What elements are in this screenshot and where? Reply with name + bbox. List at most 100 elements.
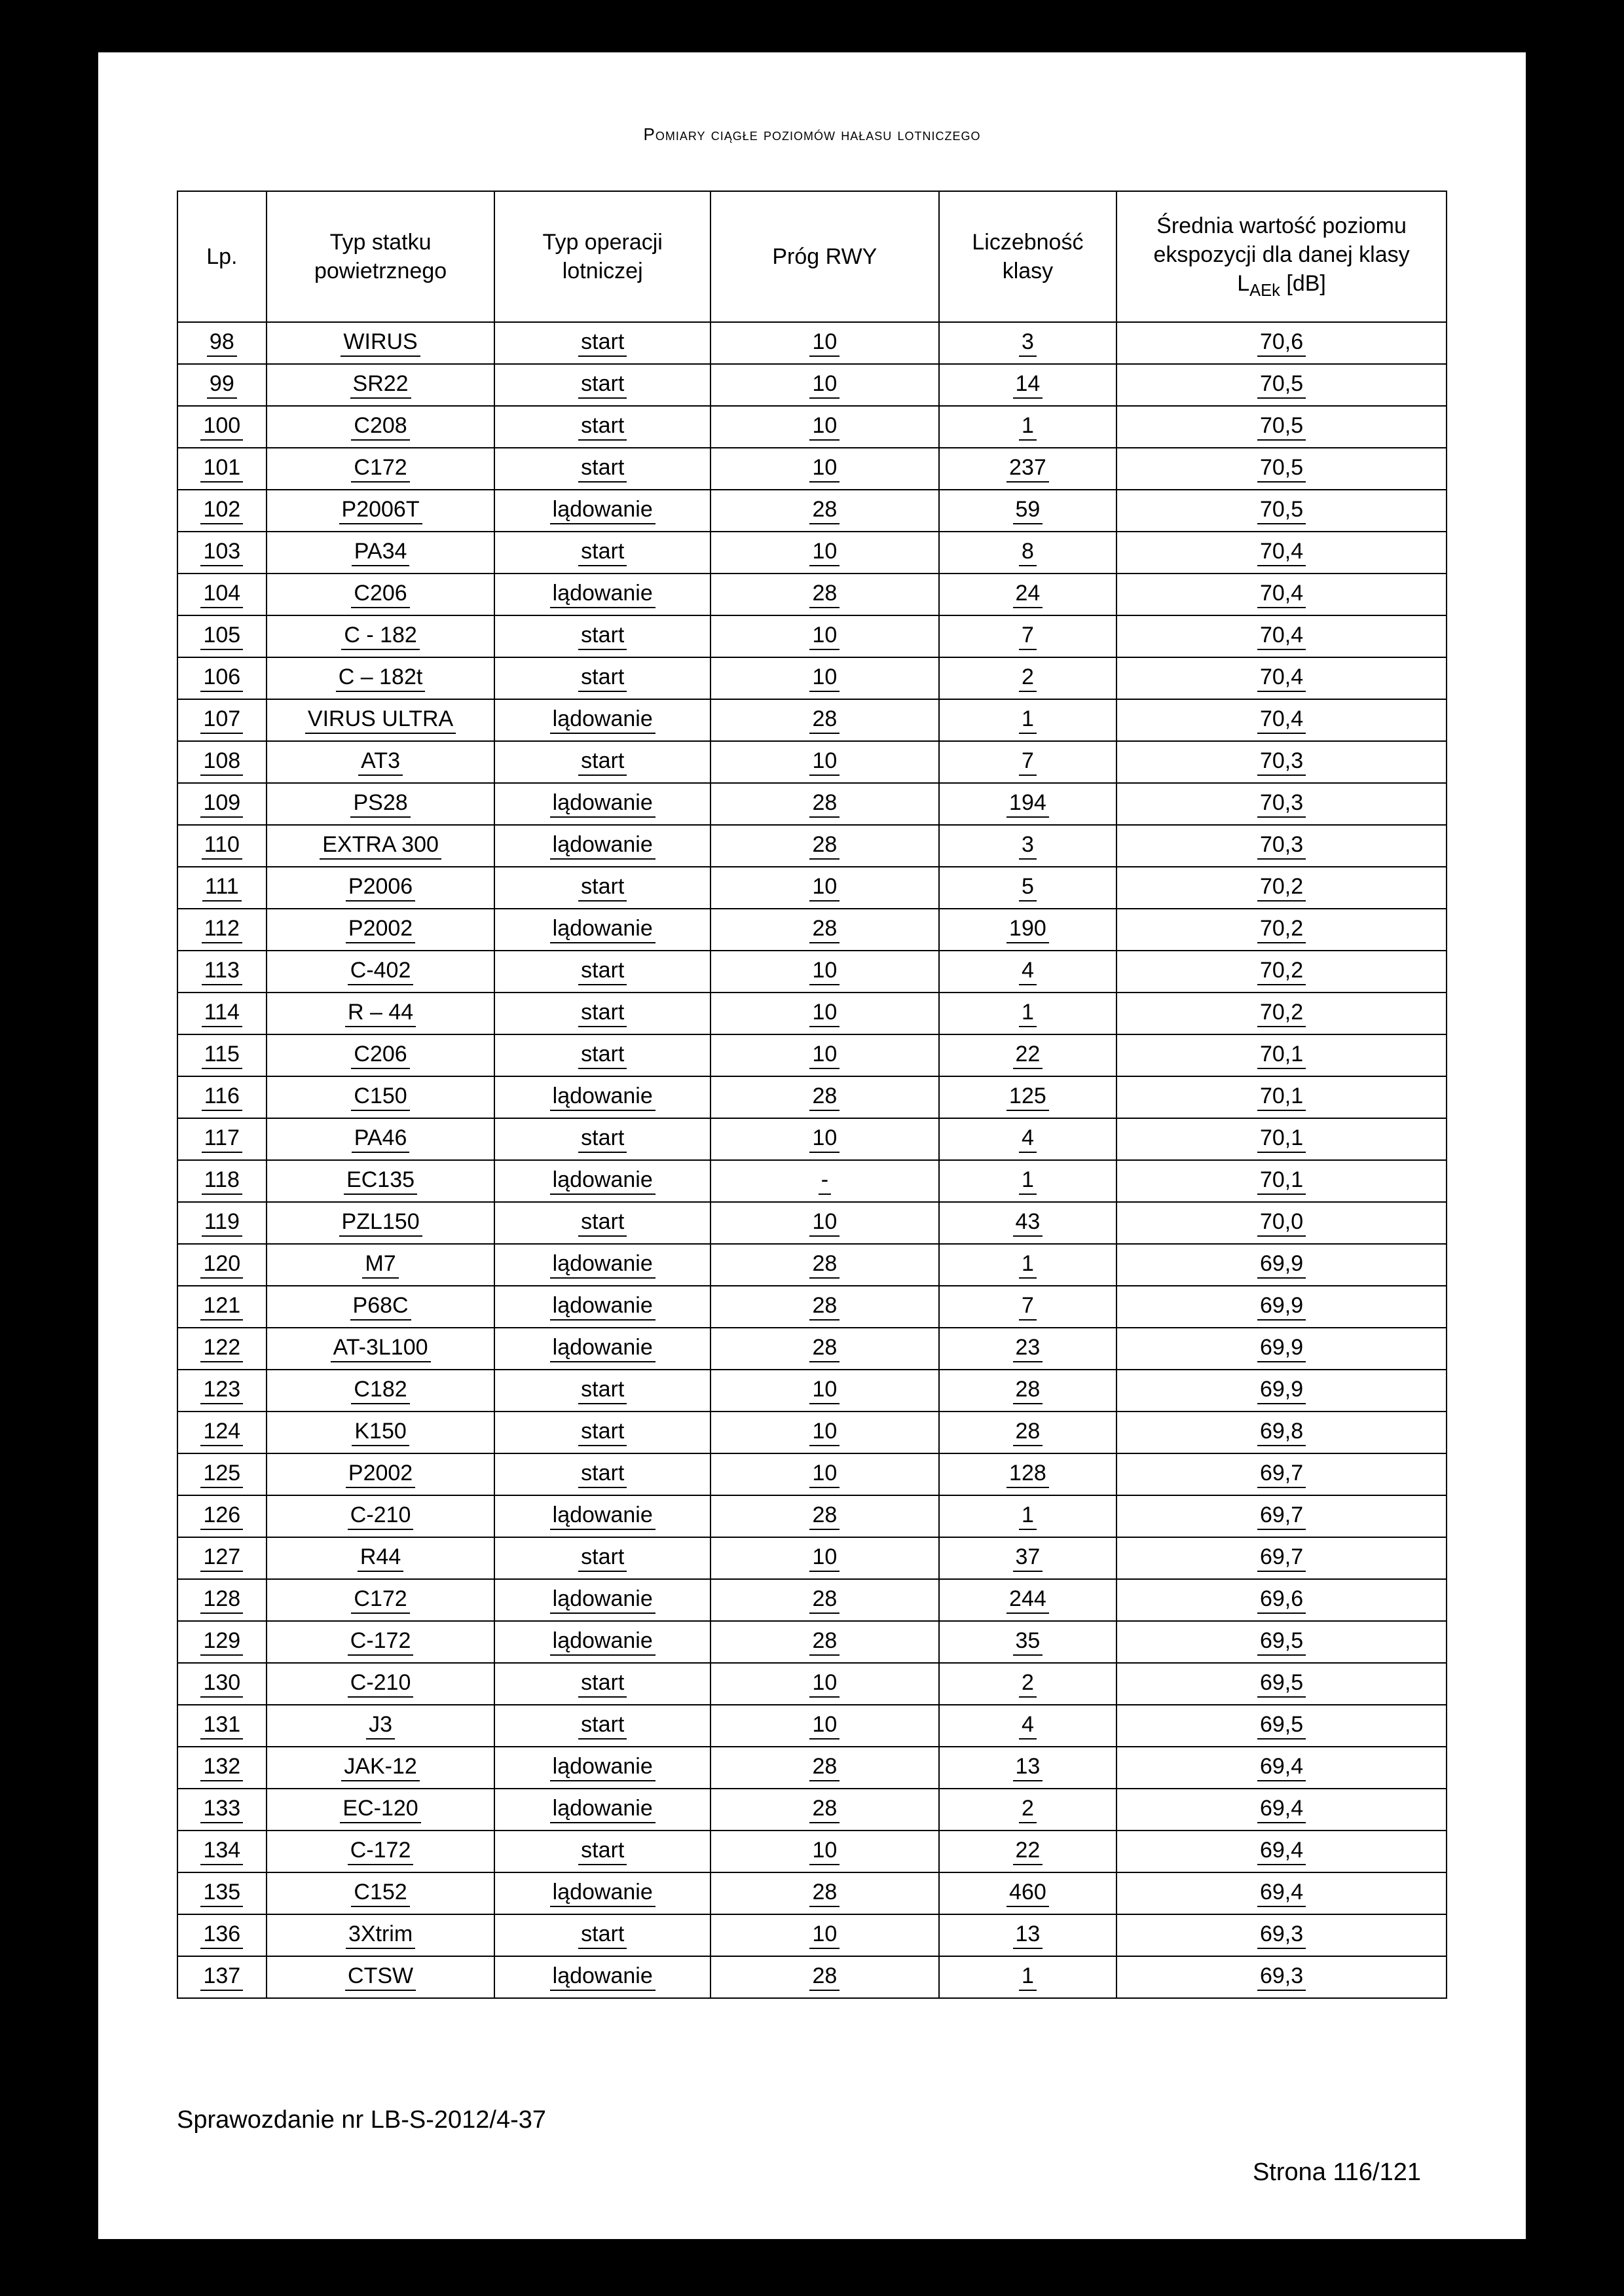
cell-typ: PZL150	[267, 1202, 495, 1244]
cell-op-value: lądowanie	[550, 832, 655, 860]
cell-sred-value: 69,9	[1257, 1335, 1306, 1362]
cell-op-value: lądowanie	[550, 706, 655, 734]
cell-lp: 136	[177, 1914, 267, 1956]
cell-licz-value: 1	[1019, 1963, 1037, 1991]
cell-rwy: 28	[710, 1495, 939, 1537]
cell-rwy-value: 28	[809, 1880, 840, 1907]
cell-op: start	[494, 532, 710, 574]
cell-op: start	[494, 1914, 710, 1956]
cell-sred-value: 70,4	[1257, 665, 1306, 692]
cell-rwy-value: 10	[809, 1377, 840, 1404]
table-row: 109PS28lądowanie2819470,3	[177, 783, 1447, 825]
cell-sred: 69,7	[1116, 1537, 1447, 1579]
cell-licz-value: 7	[1019, 1293, 1037, 1321]
table-row: 135C152lądowanie2846069,4	[177, 1872, 1447, 1914]
cell-licz: 13	[939, 1747, 1116, 1789]
cell-licz: 59	[939, 490, 1116, 532]
table-row: 125P2002start1012869,7	[177, 1453, 1447, 1495]
cell-licz: 460	[939, 1872, 1116, 1914]
cell-op-value: lądowanie	[550, 1796, 655, 1823]
cell-typ-value: C-402	[348, 958, 414, 985]
cell-licz: 7	[939, 1286, 1116, 1328]
table-row: 127R44start103769,7	[177, 1537, 1447, 1579]
cell-lp-value: 132	[200, 1754, 243, 1781]
cell-sred-value: 70,0	[1257, 1209, 1306, 1237]
cell-lp-value: 127	[200, 1544, 243, 1572]
cell-rwy-value: 10	[809, 1544, 840, 1572]
cell-sred: 69,3	[1116, 1956, 1447, 1998]
cell-sred: 70,2	[1116, 867, 1447, 909]
cell-lp-value: 126	[200, 1503, 243, 1530]
table-row: 110EXTRA 300lądowanie28370,3	[177, 825, 1447, 867]
cell-typ: P2006	[267, 867, 495, 909]
cell-rwy-value: 10	[809, 329, 840, 357]
cell-typ: C172	[267, 1579, 495, 1621]
cell-typ: C-210	[267, 1663, 495, 1705]
col-header-licz: Liczebność klasy	[939, 191, 1116, 322]
cell-typ-value: C206	[351, 581, 409, 608]
cell-licz-value: 43	[1013, 1209, 1043, 1237]
cell-rwy-value: 28	[809, 1335, 840, 1362]
cell-rwy: 28	[710, 1244, 939, 1286]
cell-sred: 70,1	[1116, 1118, 1447, 1160]
cell-op-value: lądowanie	[550, 497, 655, 524]
cell-op-value: lądowanie	[550, 1963, 655, 1991]
cell-sred-value: 69,9	[1257, 1251, 1306, 1279]
cell-licz: 35	[939, 1621, 1116, 1663]
cell-typ-value: P2002	[346, 1461, 415, 1488]
cell-lp: 126	[177, 1495, 267, 1537]
cell-lp: 98	[177, 322, 267, 364]
cell-lp-value: 100	[200, 413, 243, 441]
cell-licz-value: 2	[1019, 1796, 1037, 1823]
cell-sred-value: 69,5	[1257, 1628, 1306, 1656]
cell-typ: C – 182t	[267, 657, 495, 699]
cell-sred: 69,4	[1116, 1872, 1447, 1914]
cell-lp-value: 135	[200, 1880, 243, 1907]
cell-op-value: lądowanie	[550, 1167, 655, 1195]
cell-sred-value: 69,6	[1257, 1586, 1306, 1614]
cell-lp-value: 110	[202, 832, 242, 860]
table-row: 123C182start102869,9	[177, 1370, 1447, 1412]
cell-licz: 190	[939, 909, 1116, 951]
cell-rwy: 28	[710, 1747, 939, 1789]
cell-lp-value: 123	[200, 1377, 243, 1404]
cell-typ-value: JAK-12	[341, 1754, 420, 1781]
cell-rwy: 28	[710, 1076, 939, 1118]
cell-typ: C208	[267, 406, 495, 448]
cell-lp: 99	[177, 364, 267, 406]
cell-typ: P68C	[267, 1286, 495, 1328]
cell-typ-value: C - 182	[341, 623, 420, 650]
cell-typ-value: EXTRA 300	[320, 832, 441, 860]
table-row: 102P2006Tlądowanie285970,5	[177, 490, 1447, 532]
cell-op-value: start	[578, 371, 627, 399]
table-row: 114R – 44start10170,2	[177, 993, 1447, 1034]
cell-sred: 70,4	[1116, 615, 1447, 657]
cell-licz-value: 1	[1019, 1167, 1037, 1195]
cell-rwy: 10	[710, 867, 939, 909]
cell-licz-value: 59	[1013, 497, 1043, 524]
cell-rwy-value: 28	[809, 1796, 840, 1823]
cell-rwy-value: 10	[809, 623, 840, 650]
cell-rwy: 10	[710, 615, 939, 657]
cell-licz: 4	[939, 951, 1116, 993]
cell-sred: 69,5	[1116, 1621, 1447, 1663]
table-row: 132JAK-12lądowanie281369,4	[177, 1747, 1447, 1789]
cell-typ-value: J3	[366, 1712, 395, 1740]
col-header-sred-line3: LAEk [dB]	[1124, 269, 1439, 302]
cell-op-value: start	[578, 413, 627, 441]
cell-rwy-value: 10	[809, 539, 840, 566]
cell-typ-value: R – 44	[345, 1000, 416, 1027]
cell-sred: 70,0	[1116, 1202, 1447, 1244]
col-header-lp: Lp.	[177, 191, 267, 322]
cell-rwy-value: 28	[809, 1084, 840, 1111]
table-row: 120M7lądowanie28169,9	[177, 1244, 1447, 1286]
cell-sred-value: 69,7	[1257, 1503, 1306, 1530]
cell-lp-value: 102	[200, 497, 243, 524]
cell-rwy-value: 28	[809, 581, 840, 608]
cell-typ: C-402	[267, 951, 495, 993]
cell-sred-value: 70,4	[1257, 539, 1306, 566]
cell-lp: 131	[177, 1705, 267, 1747]
col-header-sred-line2: ekspozycji dla danej klasy	[1124, 240, 1439, 269]
cell-licz: 37	[939, 1537, 1116, 1579]
cell-licz: 28	[939, 1412, 1116, 1453]
